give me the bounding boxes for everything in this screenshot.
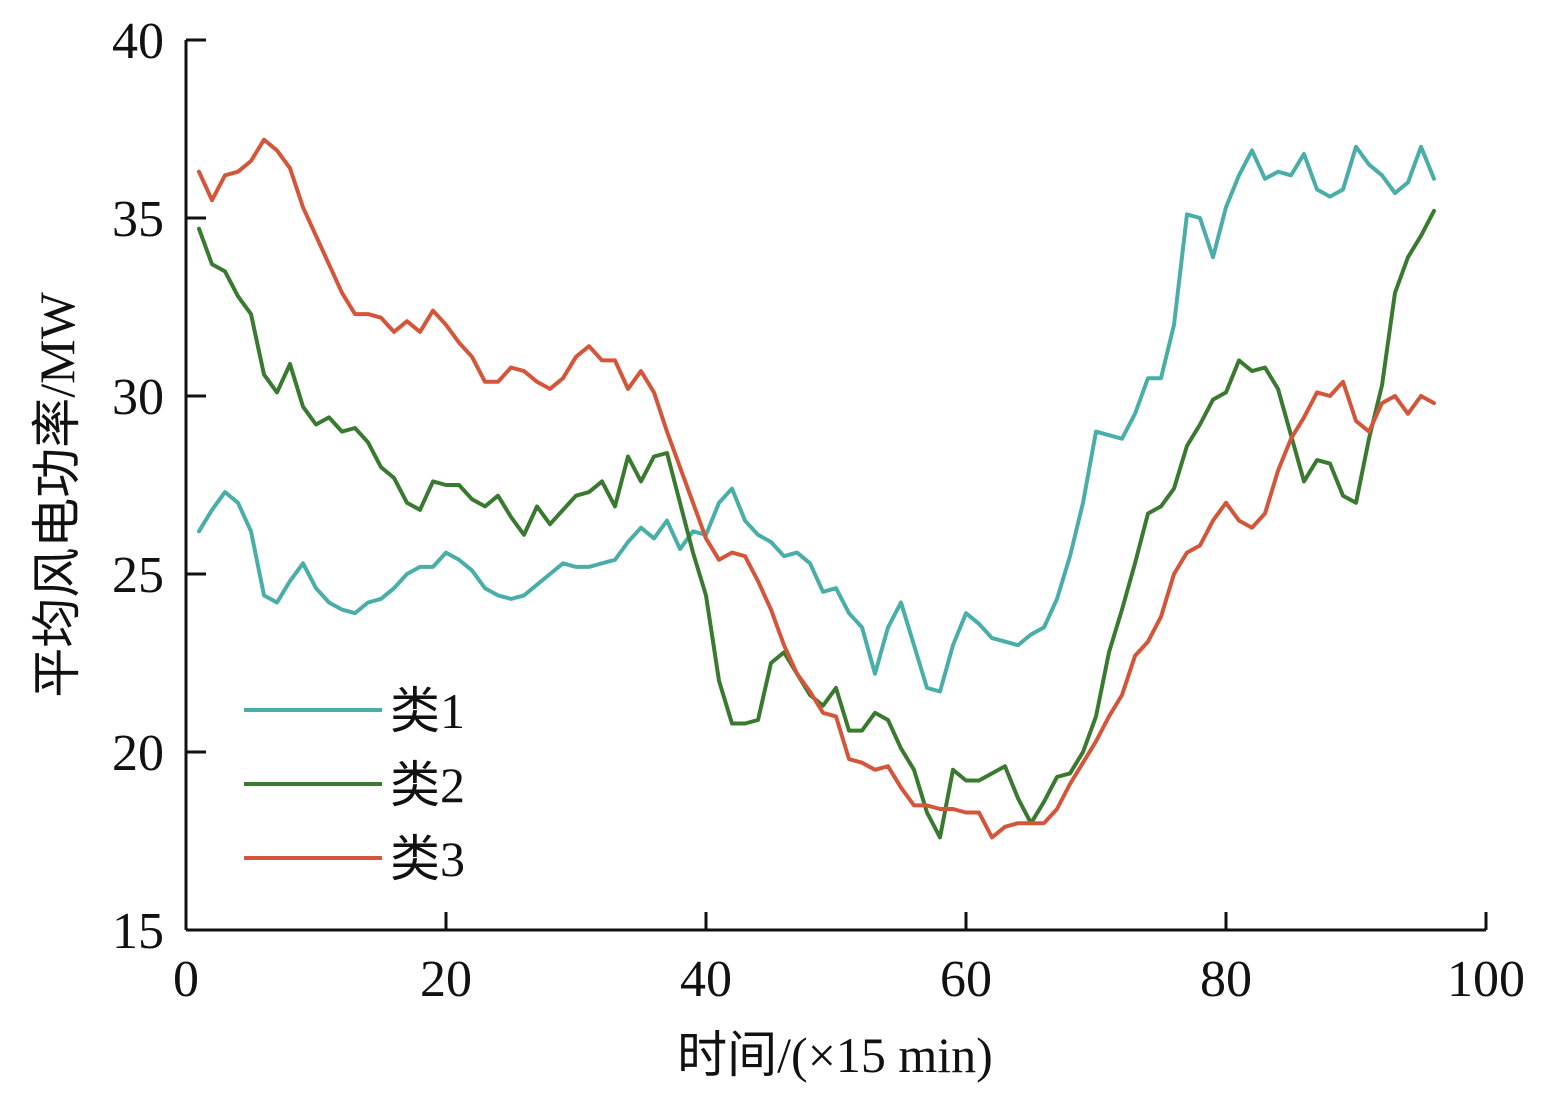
y-tick-label: 40 <box>112 13 164 70</box>
y-tick-label: 35 <box>112 191 164 248</box>
x-axis-label: 时间/(×15 min) <box>677 1027 993 1083</box>
x-tick-label: 20 <box>420 951 472 1008</box>
x-tick-label: 100 <box>1447 951 1525 1008</box>
y-tick-label: 20 <box>112 725 164 782</box>
series-line-3 <box>197 137 1436 840</box>
y-axis-label: 平均风电功率/MW <box>29 291 85 697</box>
chart-axes: 0 20 40 60 80 100 15 20 25 30 35 40 <box>112 13 1525 1008</box>
y-tick-label: 30 <box>112 369 164 426</box>
x-tick-label: 0 <box>173 951 199 1008</box>
x-tick-label: 80 <box>1200 951 1252 1008</box>
x-tick-label: 60 <box>940 951 992 1008</box>
y-tick-label: 15 <box>112 903 164 960</box>
series-layer <box>197 137 1436 840</box>
x-tick-label: 40 <box>680 951 732 1008</box>
legend-label-1: 类1 <box>390 683 465 739</box>
legend-label-2: 类2 <box>390 757 465 813</box>
chart-legend: 类1 类2 类3 <box>244 683 465 887</box>
series-line-1 <box>197 144 1436 694</box>
y-tick-label: 25 <box>112 547 164 604</box>
legend-label-3: 类3 <box>390 831 465 887</box>
